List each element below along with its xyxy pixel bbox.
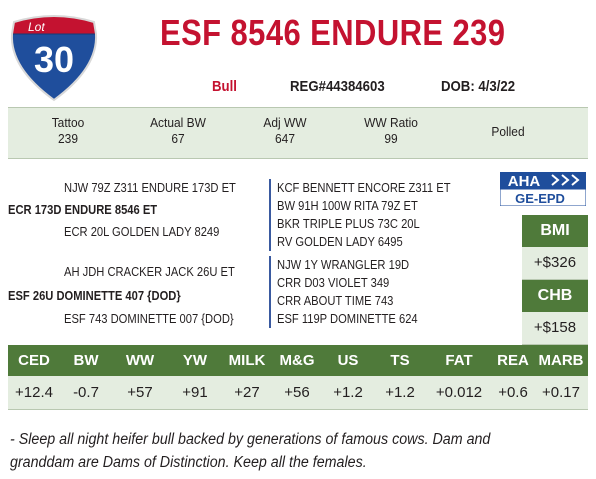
epd-value: +1.2 (333, 384, 363, 401)
epd-header: WW (125, 352, 155, 369)
logo-bottom-text: GE-EPD (515, 191, 565, 206)
epd-header-row: CED BW WW YW MILK M&G US TS FAT REA MARB (8, 345, 588, 376)
epd-header: BW (73, 352, 99, 369)
lot-word: Lot (28, 20, 45, 34)
epd-value-row: +12.4 -0.7 +57 +91 +27 +56 +1.2 +1.2 +0.… (8, 376, 588, 410)
comment-text: - Sleep all night heifer bull backed by … (10, 431, 491, 471)
chb-value: +$158 (522, 312, 588, 345)
stat-polled: Polled (467, 124, 550, 140)
stat-value: 239 (58, 131, 78, 146)
epd-value: +1.2 (385, 384, 415, 401)
pedigree-ancestor: RV GOLDEN LADY 6495 (277, 234, 403, 249)
epd-header: CED (18, 352, 50, 369)
epd-value: +0.17 (542, 384, 580, 401)
epd-header: US (337, 352, 359, 369)
pedigree-ancestor: NJW 1Y WRANGLER 19D (277, 257, 410, 272)
sire: ECR 173D ENDURE 8546 ET (8, 202, 158, 217)
epd-header: MARB (538, 352, 584, 369)
pedigree-ancestor: ESF 119P DOMINETTE 624 (277, 311, 418, 326)
aha-ge-epd-logo: AHA GE-EPD (500, 172, 586, 206)
registration-number: REG#44384603 (290, 78, 385, 95)
sire-dam: ECR 20L GOLDEN LADY 8249 (64, 224, 220, 239)
stat-ww-ratio: WW Ratio 99 (350, 115, 433, 147)
date-of-birth: DOB: 4/3/22 (441, 78, 516, 95)
epd-header: YW (182, 352, 208, 369)
dam: ESF 26U DOMINETTE 407 {DOD} (8, 288, 181, 303)
stat-value: 99 (384, 131, 398, 146)
stat-label: Adj WW (263, 115, 307, 130)
epd-header: REA (497, 352, 529, 369)
epd-value: +12.4 (15, 384, 53, 401)
pedigree-bracket (269, 179, 271, 251)
epd-value: +56 (284, 384, 310, 401)
stat-label: Polled (491, 124, 525, 139)
dam-dam: ESF 743 DOMINETTE 007 {DOD} (64, 311, 234, 326)
epd-header: TS (390, 352, 410, 369)
epd-value: +91 (182, 384, 208, 401)
stat-label: WW Ratio (364, 115, 418, 130)
pedigree-ancestor: BW 91H 100W RITA 79Z ET (277, 198, 418, 213)
stats-band: Tattoo 239 Actual BW 67 Adj WW 647 WW Ra… (8, 107, 588, 159)
pedigree-ancestor: CRR D03 VIOLET 349 (277, 275, 390, 290)
epd-header: FAT (445, 352, 473, 369)
epd-value: +57 (127, 384, 153, 401)
pedigree-ancestor: CRR ABOUT TIME 743 (277, 293, 394, 308)
chb-label: CHB (522, 280, 588, 312)
animal-title: ESF 8546 ENDURE 239 (160, 12, 506, 53)
stat-tattoo: Tattoo 239 (31, 115, 105, 147)
stat-adj-ww: Adj WW 647 (244, 115, 327, 147)
pedigree-ancestor: KCF BENNETT ENCORE Z311 ET (277, 180, 451, 195)
stat-value: 647 (275, 131, 295, 146)
bmi-value: +$326 (522, 247, 588, 280)
logo-top-text: AHA (508, 173, 541, 190)
sex-label: Bull (212, 78, 237, 95)
pedigree-ancestor: BKR TRIPLE PLUS 73C 20L (277, 216, 420, 231)
epd-header: M&G (279, 352, 315, 369)
stat-label: Actual BW (150, 115, 206, 130)
sire-sire: NJW 79Z Z311 ENDURE 173D ET (64, 180, 236, 195)
epd-header: MILK (228, 352, 266, 369)
lot-number: 30 (34, 39, 74, 80)
stat-label: Tattoo (51, 115, 85, 130)
dam-sire: AH JDH CRACKER JACK 26U ET (64, 264, 235, 279)
epd-value: +0.6 (498, 384, 528, 401)
epd-value: +27 (234, 384, 260, 401)
pedigree-bracket (269, 256, 271, 328)
stat-actual-bw: Actual BW 67 (137, 115, 220, 147)
stat-value: 67 (171, 131, 185, 146)
epd-value: -0.7 (73, 384, 99, 401)
lot-shield-icon: Lot 30 (10, 15, 98, 102)
epd-value: +0.012 (435, 384, 483, 401)
bmi-label: BMI (522, 215, 588, 247)
